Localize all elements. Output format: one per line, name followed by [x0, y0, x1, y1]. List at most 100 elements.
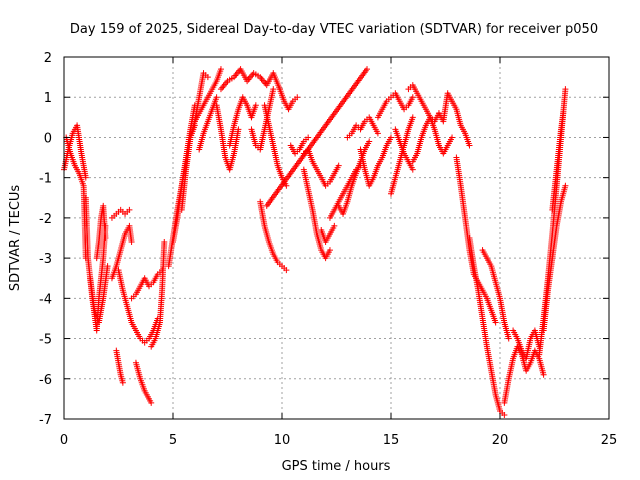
- data-point-interp: [204, 120, 211, 127]
- data-point-interp: [264, 201, 271, 208]
- data-point-interp: [395, 136, 402, 143]
- data-point-interp: [308, 156, 315, 163]
- data-point-interp: [348, 184, 355, 191]
- y-tick-label: -5: [39, 333, 52, 348]
- data-point-interp: [465, 140, 472, 147]
- data-point-interp: [261, 128, 268, 135]
- data-point-interp: [499, 409, 506, 416]
- data-point-interp: [304, 184, 311, 191]
- data-point-interp: [208, 108, 215, 115]
- data-point-interp: [491, 317, 498, 324]
- data-point-interp: [265, 237, 272, 244]
- data-point-interp: [140, 385, 147, 392]
- x-axis-ticks: 0 5 10 15 20 25: [60, 57, 617, 448]
- data-point-interp: [395, 96, 402, 103]
- data-point-interp: [136, 285, 143, 292]
- data-point-interp: [309, 204, 316, 211]
- data-point-interp: [195, 112, 202, 119]
- data-point-interp: [128, 237, 135, 244]
- data-point-interp: [230, 152, 237, 159]
- data-point-interp: [173, 216, 180, 223]
- data-point-interp: [369, 120, 376, 127]
- data-point-interp: [269, 249, 276, 256]
- data-point-interp: [91, 305, 98, 312]
- data-point-interp: [527, 337, 534, 344]
- data-point-interp: [292, 96, 299, 103]
- data-point-interp: [79, 180, 86, 187]
- data-point-interp: [338, 192, 345, 199]
- data-point-interp: [343, 200, 350, 207]
- data-point-interp: [360, 120, 367, 127]
- data-point-interp: [421, 104, 428, 111]
- data-point-interp: [457, 180, 464, 187]
- data-point-interp: [66, 148, 73, 155]
- data-point-interp: [382, 144, 389, 151]
- data-point-interp: [562, 88, 569, 95]
- y-tick-label: -7: [39, 413, 52, 428]
- data-point-interp: [540, 369, 547, 376]
- data-point-interp: [269, 140, 276, 147]
- data-point-interp: [69, 132, 76, 139]
- data-point-interp: [281, 265, 288, 272]
- x-tick-label: 10: [274, 433, 291, 448]
- data-point-interp: [361, 164, 368, 171]
- data-point-interp: [422, 124, 429, 131]
- data-point-interp: [202, 72, 209, 79]
- data-point-interp: [111, 212, 118, 219]
- data-point-interp: [404, 128, 411, 135]
- data-point-interp: [561, 184, 568, 191]
- data-point-interp: [147, 397, 154, 404]
- data-point-interp: [136, 373, 143, 380]
- data-point-interp: [457, 120, 464, 127]
- data-point-interp: [203, 96, 210, 103]
- data-point-interp: [252, 104, 259, 111]
- data-point-interp: [151, 337, 158, 344]
- data-point-interp: [117, 249, 124, 256]
- data-point-interp: [82, 172, 89, 179]
- y-tick-label: 2: [44, 51, 52, 66]
- data-point-interp: [75, 168, 82, 175]
- data-point-interp: [400, 148, 407, 155]
- data-point-interp: [483, 341, 490, 348]
- data-point-interp: [378, 156, 385, 163]
- data-point-interp: [330, 172, 337, 179]
- data-point-interp: [261, 220, 268, 227]
- y-tick-label: -3: [39, 252, 52, 267]
- data-point-interp: [199, 132, 206, 139]
- y-tick-label: 0: [44, 131, 52, 146]
- data-point-interp: [199, 104, 206, 111]
- data-point-interp: [228, 75, 235, 82]
- data-point-interp: [509, 357, 516, 364]
- data-point-interp: [119, 285, 126, 292]
- data-point-interp: [487, 261, 494, 268]
- data-point-interp: [413, 152, 420, 159]
- data-point-interp: [280, 96, 287, 103]
- data-point-interp: [153, 273, 160, 280]
- y-tick-label: -2: [39, 212, 52, 227]
- data-point-interp: [325, 249, 332, 256]
- data-point-interp: [526, 361, 533, 368]
- data-point-interp: [487, 305, 494, 312]
- data-point-interp: [365, 140, 372, 147]
- data-point-interp: [325, 232, 332, 239]
- data-point-interp: [302, 136, 309, 143]
- data-point-interp: [276, 261, 283, 268]
- y-tick-label: 1: [44, 91, 52, 106]
- data-point-interp: [324, 180, 331, 187]
- data-point-interp: [195, 96, 202, 103]
- y-axis-ticks: -7 -6 -5 -4 -3 -2 -1 0 1 2: [39, 51, 609, 428]
- data-point-interp: [334, 164, 341, 171]
- data-point-interp: [482, 293, 489, 300]
- data-point-interp: [230, 124, 237, 131]
- x-tick-label: 15: [383, 433, 400, 448]
- data-point-interp: [391, 176, 398, 183]
- data-point-interp: [505, 333, 512, 340]
- data-point-interp: [373, 128, 380, 135]
- data-point-interp: [102, 232, 109, 239]
- data-point-interp: [131, 325, 138, 332]
- data-point-interp: [470, 261, 477, 268]
- x-tick-label: 5: [169, 433, 177, 448]
- data-point-interp: [549, 257, 556, 264]
- data-point-interp: [417, 96, 424, 103]
- data-point-interp: [403, 104, 410, 111]
